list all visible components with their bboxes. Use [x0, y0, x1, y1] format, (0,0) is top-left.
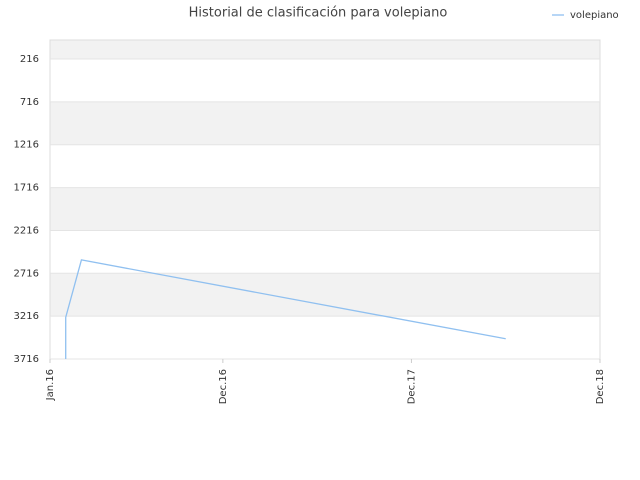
band: [50, 187, 600, 231]
y-tick-label: 3716: [14, 354, 39, 365]
y-tick-label: 3216: [14, 311, 39, 322]
band: [50, 59, 600, 102]
x-tick-label: Dec.18: [595, 369, 606, 404]
y-tick-label: 1216: [14, 140, 39, 151]
legend-label: volepiano: [570, 10, 619, 21]
y-tick-label: 2216: [14, 225, 39, 236]
band: [50, 316, 600, 359]
y-tick-label: 716: [20, 97, 39, 108]
y-tick-label: 216: [20, 54, 39, 65]
band: [50, 273, 600, 317]
band: [50, 144, 600, 188]
y-tick-label: 2716: [14, 268, 39, 279]
line: [65, 259, 506, 359]
x-tick-label: Dec.17: [406, 369, 417, 404]
x-tick-label: Jan.16: [45, 369, 56, 401]
chart-title: Historial de clasificación para volepian…: [189, 6, 448, 21]
band: [50, 40, 600, 60]
band: [50, 230, 600, 274]
band: [50, 101, 600, 145]
x-tick-label: Dec.16: [218, 369, 229, 404]
y-tick-label: 1716: [14, 183, 39, 194]
